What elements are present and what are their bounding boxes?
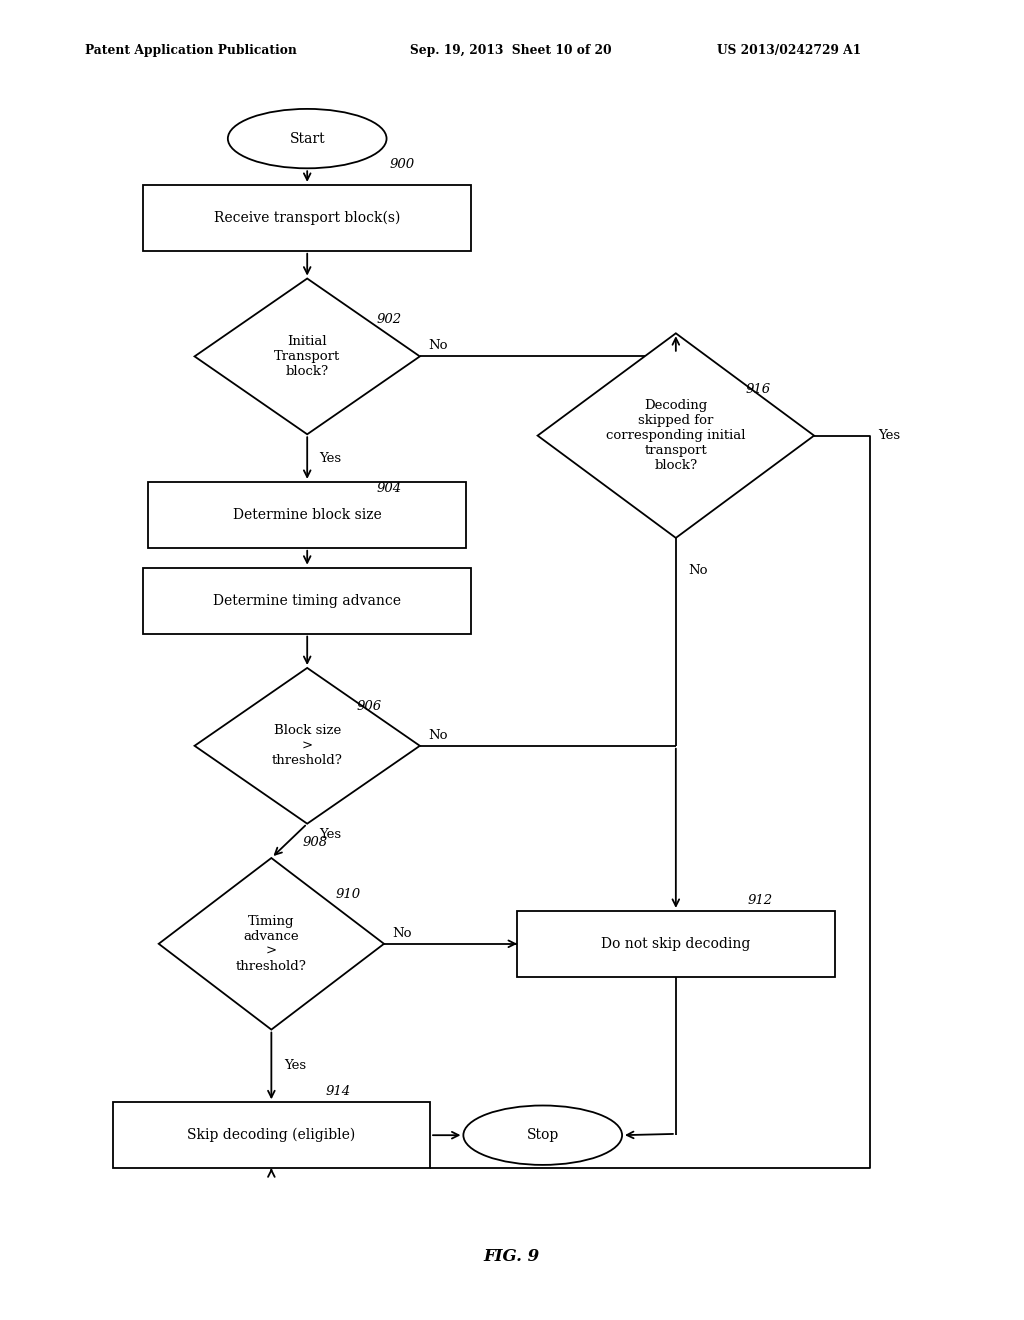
Text: No: No xyxy=(392,927,412,940)
FancyBboxPatch shape xyxy=(517,911,835,977)
Text: 906: 906 xyxy=(356,700,382,713)
FancyBboxPatch shape xyxy=(148,482,466,548)
Ellipse shape xyxy=(227,108,387,168)
Text: Determine timing advance: Determine timing advance xyxy=(213,594,401,607)
Text: 900: 900 xyxy=(389,158,415,172)
Polygon shape xyxy=(159,858,384,1030)
Text: Start: Start xyxy=(290,132,325,145)
Text: Sep. 19, 2013  Sheet 10 of 20: Sep. 19, 2013 Sheet 10 of 20 xyxy=(410,44,611,57)
Text: 902: 902 xyxy=(377,313,402,326)
Text: 914: 914 xyxy=(326,1085,351,1098)
Text: Yes: Yes xyxy=(879,429,901,442)
Text: FIG. 9: FIG. 9 xyxy=(484,1249,540,1265)
Text: 910: 910 xyxy=(336,888,361,902)
Text: No: No xyxy=(428,339,447,352)
Text: Yes: Yes xyxy=(284,1060,306,1072)
Text: US 2013/0242729 A1: US 2013/0242729 A1 xyxy=(717,44,861,57)
Polygon shape xyxy=(538,333,814,539)
Text: 904: 904 xyxy=(377,482,402,495)
Text: Block size
>
threshold?: Block size > threshold? xyxy=(271,725,343,767)
Text: No: No xyxy=(688,565,708,577)
Text: No: No xyxy=(428,729,447,742)
Text: Do not skip decoding: Do not skip decoding xyxy=(601,937,751,950)
Text: Determine block size: Determine block size xyxy=(232,508,382,521)
Text: Skip decoding (eligible): Skip decoding (eligible) xyxy=(187,1129,355,1142)
Text: Yes: Yes xyxy=(319,451,342,465)
Text: Initial
Transport
block?: Initial Transport block? xyxy=(274,335,340,378)
Polygon shape xyxy=(195,668,420,824)
Text: 908: 908 xyxy=(302,836,328,849)
FancyBboxPatch shape xyxy=(113,1102,430,1168)
Text: 916: 916 xyxy=(745,383,771,396)
Text: Patent Application Publication: Patent Application Publication xyxy=(85,44,297,57)
Text: Yes: Yes xyxy=(319,828,342,841)
Text: Stop: Stop xyxy=(526,1129,559,1142)
Text: Timing
advance
>
threshold?: Timing advance > threshold? xyxy=(236,915,307,973)
FancyBboxPatch shape xyxy=(143,185,471,251)
Text: 912: 912 xyxy=(748,894,773,907)
FancyBboxPatch shape xyxy=(143,568,471,634)
Polygon shape xyxy=(195,279,420,434)
Text: Decoding
skipped for
corresponding initial
transport
block?: Decoding skipped for corresponding initi… xyxy=(606,399,745,473)
Text: Receive transport block(s): Receive transport block(s) xyxy=(214,211,400,224)
Ellipse shape xyxy=(463,1106,623,1164)
